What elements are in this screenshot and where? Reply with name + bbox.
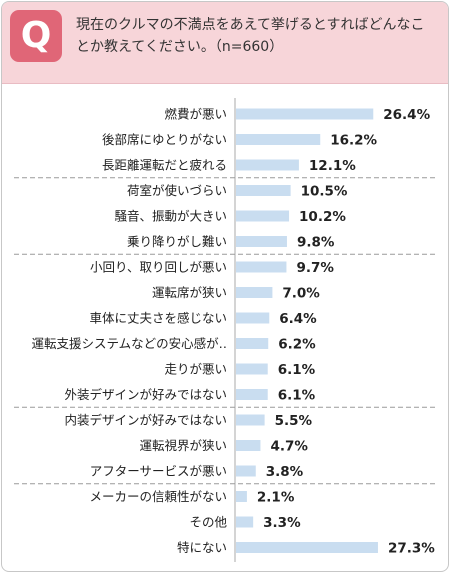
bar — [236, 261, 287, 273]
bar — [236, 389, 268, 400]
value-label: 26.4% — [383, 107, 430, 123]
question-header: Q 現在のクルマの不満点をあえて挙げるとすればどんなことか教えてください。（n=… — [2, 2, 448, 84]
category-label: 運転席が狭い — [152, 285, 227, 300]
bar — [236, 185, 291, 196]
value-label: 9.7% — [296, 260, 334, 276]
value-label: 6.1% — [278, 362, 316, 378]
bar — [236, 363, 268, 375]
category-label: アフターサービスが悪い — [90, 464, 227, 479]
value-label: 27.3% — [388, 541, 435, 557]
value-label: 12.1% — [309, 158, 356, 174]
value-label: 6.1% — [278, 388, 316, 404]
value-label: 7.0% — [282, 286, 320, 302]
value-label: 3.3% — [263, 515, 301, 531]
bar — [236, 542, 378, 553]
category-label: 走りが悪い — [164, 362, 227, 377]
category-label: 後部席にゆとりがない — [102, 132, 227, 147]
value-label: 9.8% — [297, 235, 335, 251]
bar — [236, 516, 254, 528]
category-label: メーカーの信頼性がない — [89, 489, 227, 504]
category-label: 乗り降りがし難い — [127, 234, 227, 249]
bar — [236, 491, 247, 502]
value-label: 6.4% — [279, 311, 317, 327]
value-label: 6.2% — [278, 337, 316, 353]
value-label: 3.8% — [266, 464, 304, 480]
question-text: 現在のクルマの不満点をあえて挙げるとすればどんなことか教えてください。（n=66… — [76, 17, 425, 55]
category-label: 運転視界が狭い — [139, 438, 227, 453]
bar — [236, 134, 321, 145]
value-label: 2.1% — [257, 490, 295, 506]
category-label: 燃費が悪い — [164, 107, 227, 122]
bar — [236, 287, 273, 298]
category-label: その他 — [189, 515, 227, 530]
bar — [236, 338, 269, 349]
value-label: 10.5% — [301, 184, 348, 200]
category-label: 騒音、振動が大きい — [114, 209, 227, 224]
category-label: 内装デザインが好みではない — [64, 413, 227, 428]
bar — [236, 236, 287, 247]
category-label: 荷室が使いづらい — [127, 183, 227, 198]
bar — [236, 312, 270, 324]
value-label: 10.2% — [299, 209, 346, 225]
value-label: 5.5% — [275, 413, 313, 429]
bar — [236, 210, 290, 222]
category-label: 長距離運転だと疲れる — [102, 158, 227, 173]
category-label: 特にない — [177, 540, 227, 555]
category-label: 外装デザインが好みではない — [64, 387, 227, 402]
category-label: 運転支援システムなどの安心感が‥ — [32, 336, 227, 351]
value-label: 16.2% — [330, 133, 377, 149]
question-badge: Q — [10, 10, 62, 62]
category-label: 小回り、取り回しが悪い — [90, 260, 227, 275]
bar — [236, 159, 299, 171]
bar — [236, 414, 265, 426]
value-label: 4.7% — [270, 439, 308, 455]
bar — [236, 465, 256, 477]
bar — [236, 108, 374, 120]
category-label: 車体に丈夫さを感じない — [89, 311, 227, 326]
bar — [236, 440, 261, 451]
